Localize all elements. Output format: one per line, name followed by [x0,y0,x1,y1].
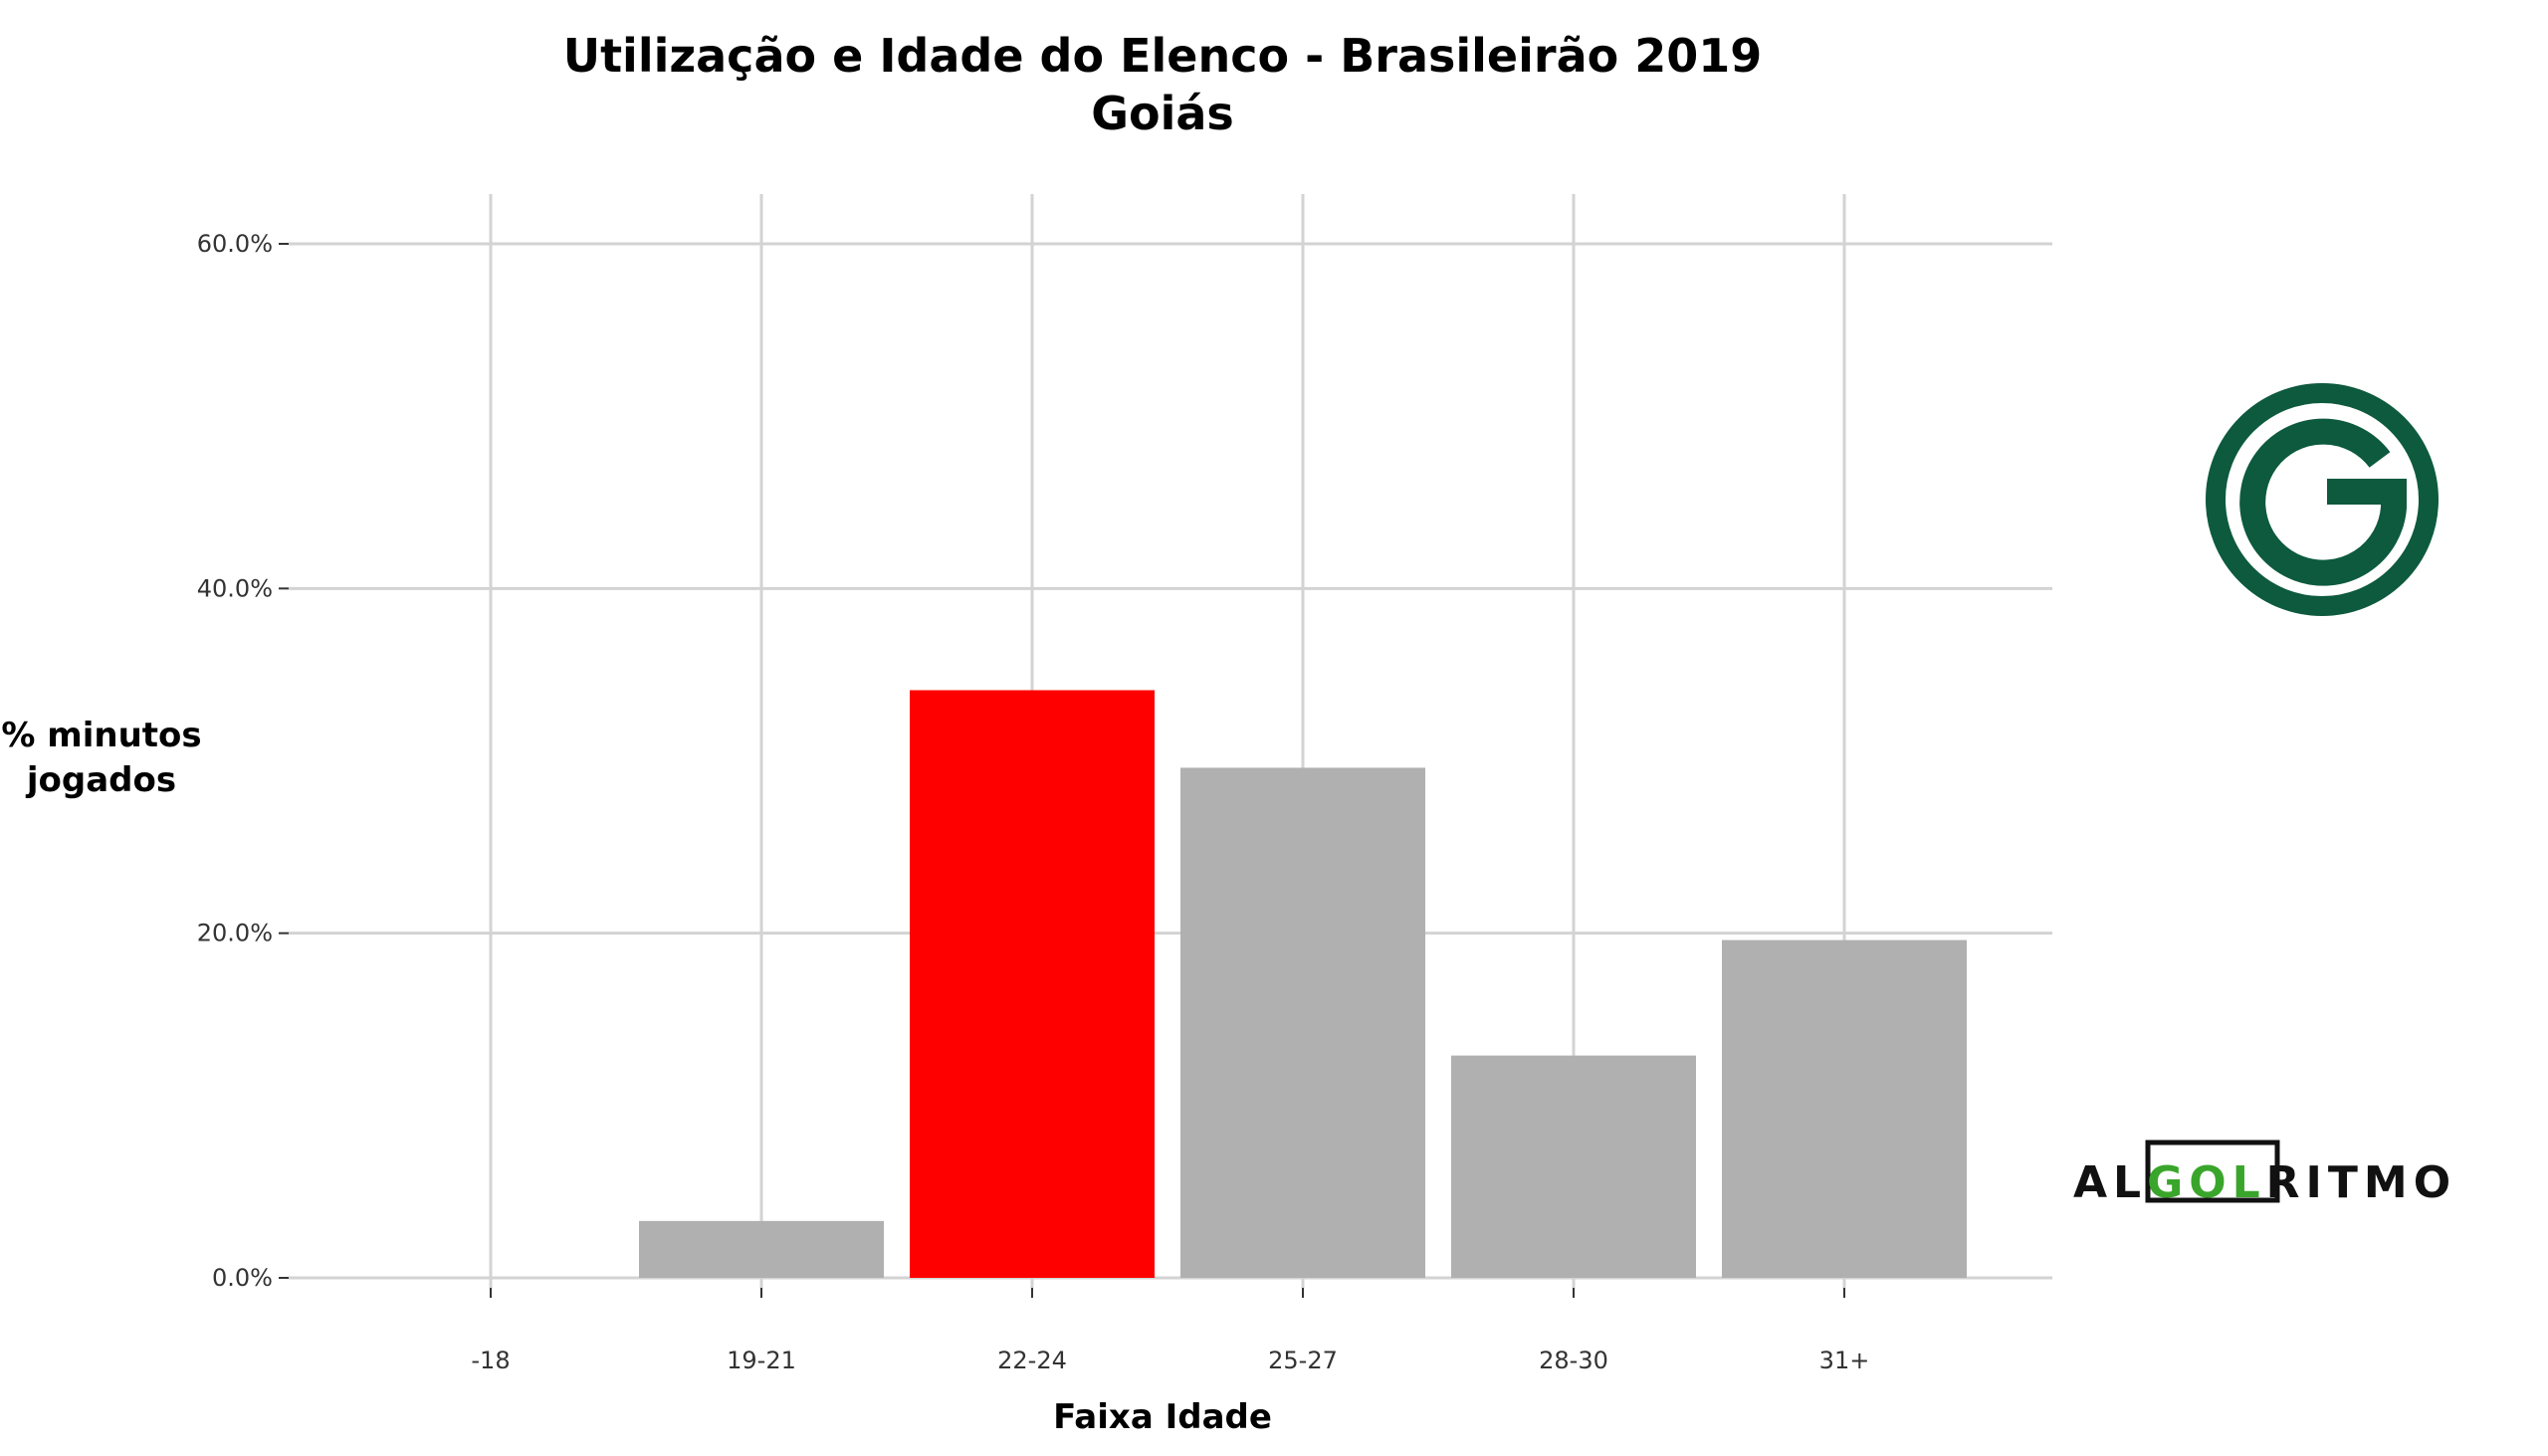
crest-g-letter [2239,418,2407,586]
bar-layer [639,690,1967,1278]
x-tick-label: -18 [471,1347,510,1374]
bar [1722,939,1967,1278]
logo-goal-frame [2145,1140,2280,1203]
x-tick-label: 31+ [1819,1347,1870,1374]
chart-title: Utilização e Idade do Elenco - Brasileir… [563,29,1763,83]
y-axis-title-line-2: jogados [25,760,176,800]
bar [639,1220,884,1278]
grid-layer [289,194,2052,1288]
goias-crest-icon [2206,383,2439,616]
y-tick-label: 20.0% [197,920,273,947]
bar [1180,767,1425,1278]
logo-part-al: AL [2073,1157,2147,1208]
crest-outer-ring [2206,383,2439,616]
svg-text:ALGOLRITMO: ALGOLRITMO [2073,1157,2456,1208]
chart-subtitle: Goiás [1091,87,1234,140]
bar [1451,1055,1696,1278]
x-tick-label: 28-30 [1539,1347,1608,1374]
y-axis: 0.0% 20.0% 40.0% 60.0% [197,230,289,1292]
bar [910,690,1155,1278]
logo-part-ritmo: RITMO [2266,1157,2456,1208]
x-tick-label: 22-24 [997,1347,1067,1374]
x-tick-label: 25-27 [1268,1347,1338,1374]
logo-part-gol: GOL [2147,1157,2266,1208]
x-tick-label: 19-21 [727,1347,796,1374]
x-axis-title: Faixa Idade [1053,1397,1272,1437]
y-tick-label: 40.0% [197,574,273,602]
y-tick-label: 0.0% [212,1264,273,1292]
x-axis: -18 19-21 22-24 25-27 28-30 31+ [471,1288,1869,1374]
y-axis-title-line-1: % minutos [1,716,201,755]
algolritmo-logo: ALGOLRITMO [2073,1140,2456,1208]
y-tick-label: 60.0% [197,230,273,258]
